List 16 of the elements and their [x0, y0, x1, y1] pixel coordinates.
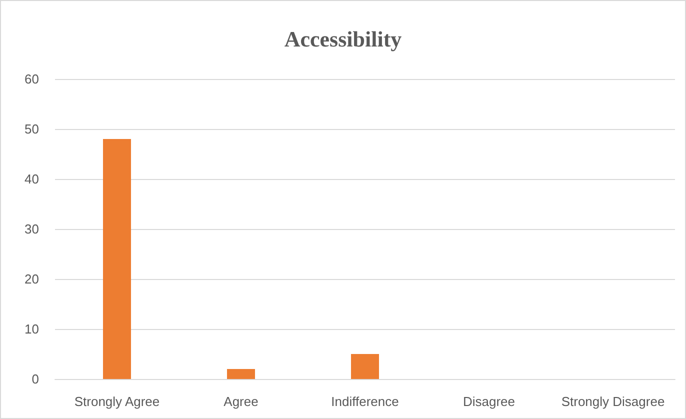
- y-tick-label: 60: [24, 72, 39, 86]
- x-tick-label: Strongly Agree: [74, 394, 160, 409]
- y-tick-label: 10: [24, 322, 39, 336]
- y-tick-label: 0: [32, 372, 39, 386]
- bar: [103, 139, 131, 379]
- x-tick-label: Indifference: [331, 394, 399, 409]
- x-tick-label: Strongly Disagree: [561, 394, 665, 409]
- x-tick-label: Disagree: [462, 394, 516, 409]
- chart-title: Accessibility: [284, 26, 402, 52]
- bar: [227, 369, 255, 379]
- y-tick-label: 50: [24, 122, 39, 136]
- y-tick-label: 40: [24, 172, 39, 186]
- y-tick-label: 30: [24, 222, 39, 236]
- y-tick-label: 20: [24, 272, 39, 286]
- x-tick-label: Agree: [224, 394, 258, 409]
- bar: [351, 354, 379, 379]
